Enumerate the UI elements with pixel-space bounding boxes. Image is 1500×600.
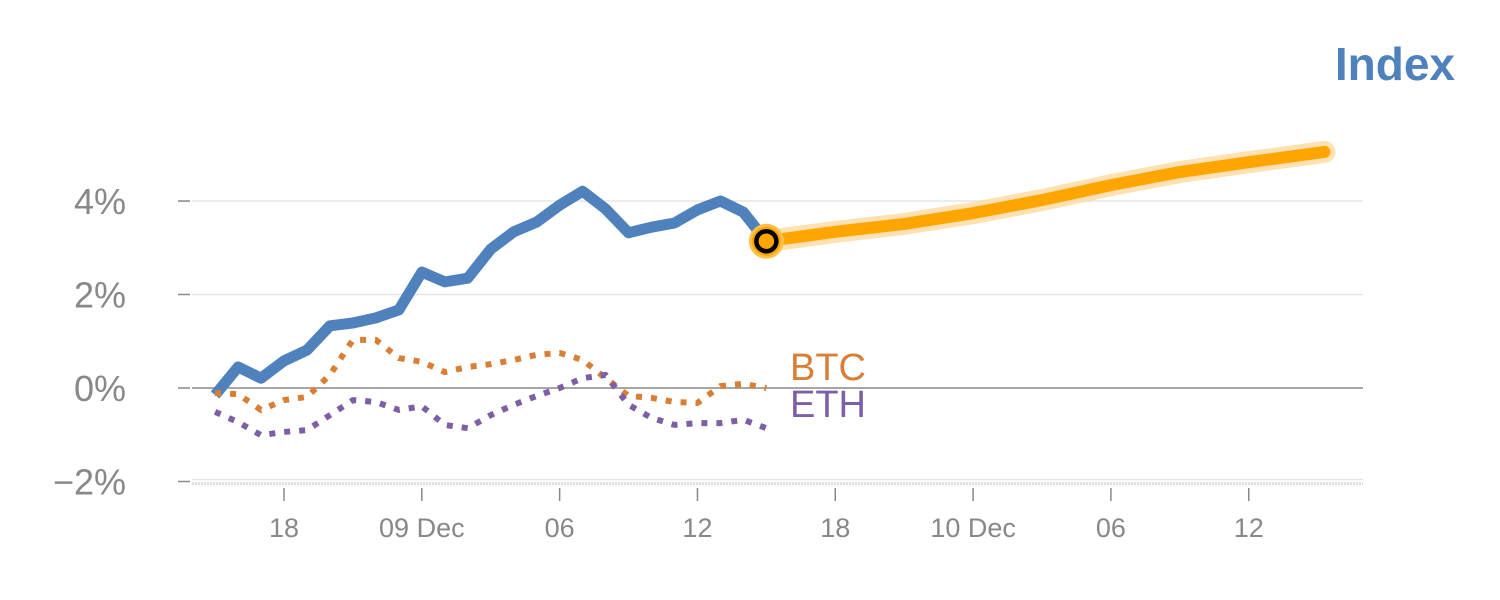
x-tick-label: 18 — [820, 513, 850, 543]
y-tick-label: 4% — [74, 181, 126, 222]
series-line-btc — [214, 336, 767, 413]
x-tick-label: 06 — [545, 513, 575, 543]
x-tick-label: 09 Dec — [379, 513, 465, 543]
x-tick-label: 06 — [1096, 513, 1126, 543]
forecast-line — [760, 145, 1331, 248]
y-tick-label: 2% — [74, 275, 126, 316]
x-tick-label: 12 — [682, 513, 712, 543]
series-label-btc: BTC — [790, 347, 866, 389]
y-tick-label: −2% — [53, 462, 126, 503]
series-label-eth: ETH — [790, 384, 866, 426]
series-line-eth — [213, 371, 768, 439]
chart-title: Index — [1335, 38, 1456, 90]
series-line-index — [210, 185, 771, 399]
x-tick-label: 10 Dec — [930, 513, 1016, 543]
x-tick-label: 18 — [269, 513, 299, 543]
current-point-marker — [754, 228, 779, 254]
x-tick-label: 12 — [1234, 513, 1264, 543]
y-tick-label: 0% — [74, 368, 126, 409]
